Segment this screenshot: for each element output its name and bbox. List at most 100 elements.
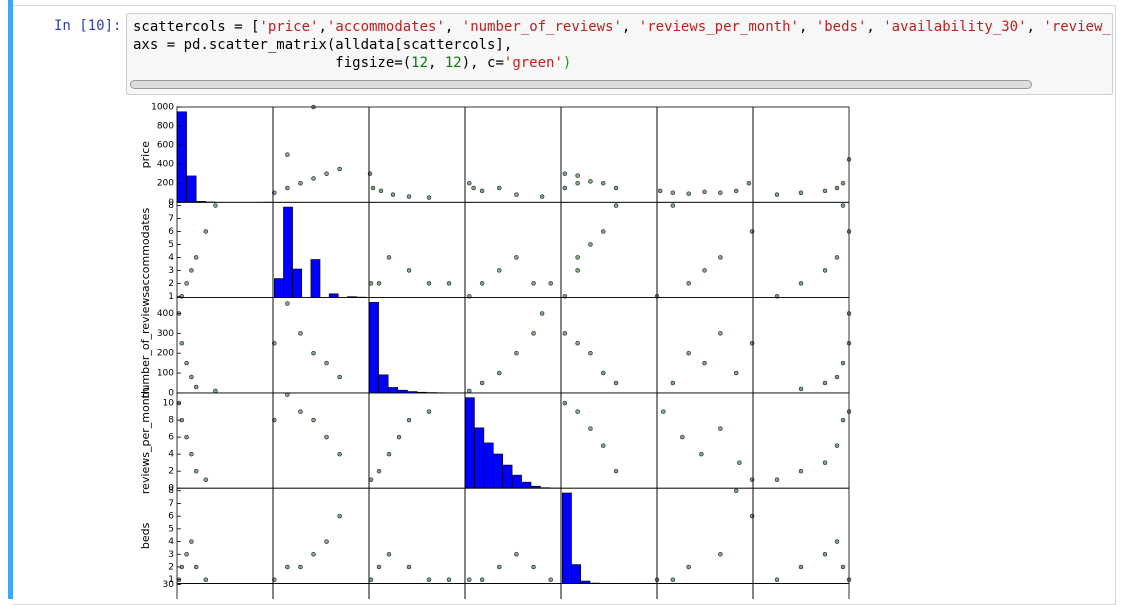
y-tick-label: 600 — [157, 141, 174, 151]
scatter-point — [298, 565, 302, 569]
scatter-point — [325, 361, 329, 365]
scatter-point — [427, 281, 431, 285]
scatter-point — [532, 565, 536, 569]
scatter-point — [563, 172, 567, 176]
scatter-point — [549, 578, 553, 582]
scatter-point — [514, 193, 518, 197]
scatter-point — [325, 540, 329, 544]
y-tick-label: 400 — [157, 160, 174, 170]
y-tick-label: 30 — [163, 580, 175, 590]
scatter-point — [514, 351, 518, 355]
scatter-point — [563, 331, 567, 335]
scatter-point — [480, 281, 484, 285]
y-tick-label: 4 — [168, 537, 174, 547]
scatter-point — [285, 186, 289, 190]
scatter-point — [387, 552, 391, 556]
scatter-point — [540, 311, 544, 315]
scatter-point — [391, 193, 395, 197]
scatter-point — [687, 565, 691, 569]
scatter-point — [194, 385, 198, 389]
panel-frame — [657, 584, 753, 600]
scatter-point — [407, 195, 411, 199]
scatter-point — [338, 375, 342, 379]
scatter-point — [841, 565, 845, 569]
scatter-point — [194, 255, 198, 259]
panel-frame — [657, 393, 753, 488]
panel-frame — [657, 488, 753, 583]
hist-bar — [571, 565, 580, 584]
scatter-point — [497, 565, 501, 569]
panel-frame — [465, 298, 561, 393]
scatter-point — [671, 204, 675, 208]
panel-frame — [465, 584, 561, 600]
hist-bar — [283, 207, 292, 298]
panel-frame — [273, 393, 369, 488]
scatter-point — [750, 514, 754, 518]
y-axis-label: price — [139, 141, 152, 169]
scatter-point — [718, 255, 722, 259]
scatter-point — [532, 281, 536, 285]
scatter-point — [576, 255, 580, 259]
scatter-point — [387, 452, 391, 456]
scatter-point — [472, 186, 476, 190]
scatter-point — [699, 452, 703, 456]
hist-bar — [503, 465, 512, 488]
panel-frame — [177, 488, 273, 583]
hist-bar — [474, 428, 483, 488]
scatter-point — [213, 389, 217, 393]
y-tick-label: 0 — [168, 388, 174, 398]
scatter-point — [377, 469, 381, 473]
scatter-point — [718, 191, 722, 195]
scatter-point — [514, 255, 518, 259]
scatter-point — [835, 444, 839, 448]
scatter-point — [614, 381, 618, 385]
scatter-point — [185, 435, 189, 439]
panel-frame — [561, 202, 657, 297]
scatter-point — [835, 186, 839, 190]
scatter-point — [823, 461, 827, 465]
scatter-point — [687, 351, 691, 355]
scatter-point — [823, 189, 827, 193]
scatter-point — [371, 186, 375, 190]
scatter-point — [549, 281, 553, 285]
scatter-point — [671, 191, 675, 195]
scatter-point — [576, 268, 580, 272]
scatter-point — [480, 381, 484, 385]
y-tick-label: 3 — [168, 266, 174, 276]
scatter-point — [576, 341, 580, 345]
scatter-point — [601, 444, 605, 448]
scatter-point — [447, 281, 451, 285]
y-tick-label: 8 — [168, 486, 174, 496]
scatter-point — [835, 255, 839, 259]
scatter-point — [180, 341, 184, 345]
y-tick-label: 300 — [157, 329, 174, 339]
scatter-point — [387, 255, 391, 259]
scatter-point — [298, 181, 302, 185]
scatter-point — [204, 578, 208, 582]
scatter-point — [467, 389, 471, 393]
scatter-point — [285, 565, 289, 569]
scatter-point — [658, 189, 662, 193]
scatter-point — [338, 167, 342, 171]
scatter-point — [467, 578, 471, 582]
scatter-point — [194, 565, 198, 569]
scatter-point — [750, 229, 754, 233]
scatter-point — [576, 181, 580, 185]
scatter-point — [377, 565, 381, 569]
scatter-point — [823, 268, 827, 272]
y-tick-label: 7 — [168, 499, 174, 509]
scatter-point — [687, 281, 691, 285]
scatter-point — [835, 540, 839, 544]
scatter-point — [680, 435, 684, 439]
panel-frame — [753, 393, 849, 488]
scatter-point — [614, 186, 618, 190]
scatter-point — [189, 452, 193, 456]
panel-frame — [273, 584, 369, 600]
y-tick-label: 400 — [157, 309, 174, 319]
scatter-point — [671, 381, 675, 385]
scatter-point — [841, 181, 845, 185]
panel-frame — [369, 393, 465, 488]
scatter-point — [311, 552, 315, 556]
panel-frame — [465, 488, 561, 583]
